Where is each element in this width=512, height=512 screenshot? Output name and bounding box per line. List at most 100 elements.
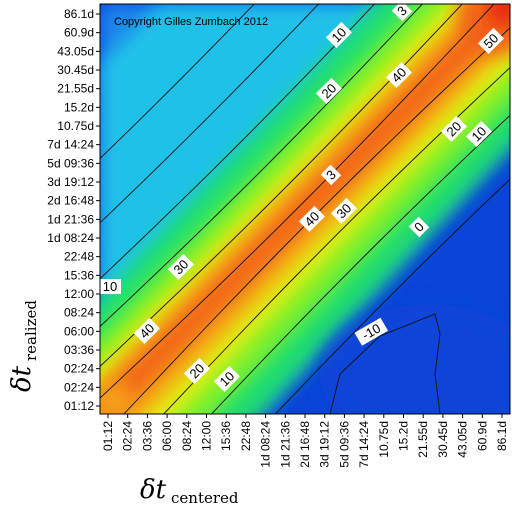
y-tick-label: 21.55d	[57, 82, 94, 96]
x-tick-label: 86.1d	[495, 421, 509, 451]
x-tick-label: 1d 21:36	[278, 421, 292, 468]
x-axis: 01:12 02:24 03:36 06:00 08:24 12:00 15:36 22:48…	[101, 414, 509, 468]
contour-line	[274, 178, 510, 414]
contour-label-bg	[99, 279, 121, 294]
y-tick-label: 5d 09:36	[47, 156, 94, 170]
contour-label: 20	[440, 115, 468, 143]
y-tick-label: 03:36	[64, 343, 94, 357]
x-tick-label: 1d 08:24	[259, 421, 273, 468]
y-tick-label: 08:24	[64, 306, 94, 320]
x-tick-label: 2d 16:48	[298, 421, 312, 468]
contour-line	[100, 4, 255, 160]
x-tick-label: 03:36	[140, 421, 154, 451]
contour-label-bg	[320, 164, 342, 186]
contour-label-bg	[325, 21, 353, 49]
y-tick-label: 02:24	[64, 362, 94, 376]
y-axis-title: δt realized	[7, 300, 40, 392]
contour-line	[100, 4, 495, 399]
y-tick-label: 86.1d	[64, 7, 94, 21]
x-tick-label: 30.45d	[436, 421, 450, 458]
x-tick-label: 43.05d	[456, 421, 470, 458]
x-tick-label: 01:12	[101, 421, 115, 451]
contour-label: 20	[183, 357, 211, 385]
contour-label-bg	[440, 115, 468, 143]
y-tick-label: 2d 16:48	[47, 194, 94, 208]
contour-label-bg	[477, 27, 505, 55]
contour-label: 10	[213, 365, 241, 393]
contour-line	[100, 4, 320, 224]
x-tick-label: 22:48	[239, 421, 253, 451]
contour-label: 10	[325, 21, 353, 49]
contour-label: 3	[320, 164, 342, 186]
y-tick-label: 15:36	[64, 268, 94, 282]
y-tick-label: 06:00	[64, 324, 94, 338]
contour-label-bg	[183, 357, 211, 385]
contour-label: 20	[315, 77, 343, 105]
x-axis-title-symbol: δt	[140, 475, 167, 505]
y-tick-label: 15.2d	[64, 100, 94, 114]
x-tick-label: 21.55d	[416, 421, 430, 458]
contour-label-bg	[408, 216, 430, 238]
contour-line	[329, 313, 441, 414]
contour-label: 30	[167, 253, 195, 281]
contour-label-bg	[133, 317, 161, 345]
copyright-notice: Copyright Gilles Zumbach 2012	[114, 16, 268, 28]
y-tick-label: 30.45d	[57, 63, 94, 77]
y-tick-label: 22:48	[64, 250, 94, 264]
x-tick-label: 06:00	[160, 421, 174, 451]
contour-line	[100, 4, 376, 280]
y-tick-label: 02:24	[64, 380, 94, 394]
hot-spot-corner	[488, 4, 510, 24]
contour-label: 50	[477, 27, 505, 55]
y-tick-label: 7d 14:24	[47, 138, 94, 152]
y-tick-label: 12:00	[64, 287, 94, 301]
contour-label: 10	[465, 120, 493, 148]
contour-label: 40	[298, 205, 326, 233]
x-tick-label: 10.75d	[377, 421, 391, 458]
y-tick-label: 10.75d	[57, 119, 94, 133]
x-tick-label: 12:00	[200, 421, 214, 451]
x-tick-label: 15:36	[219, 421, 233, 451]
y-axis-title-subscript: realized	[22, 300, 40, 361]
y-tick-label: 60.9d	[64, 26, 94, 40]
x-tick-label: 3d 19:12	[318, 421, 332, 468]
x-tick-label: 08:24	[180, 421, 194, 451]
x-tick-label: 60.9d	[475, 421, 489, 451]
x-tick-label: 5d 09:36	[337, 421, 351, 468]
y-tick-label: 1d 21:36	[47, 212, 94, 226]
y-axis: 01:12 02:24 02:24 03:36 06:00 08:24 12:00 15:36…	[47, 7, 100, 413]
x-tick-label: 02:24	[121, 421, 135, 451]
contour-label-bg	[315, 77, 343, 105]
contour-label-bg	[213, 365, 241, 393]
contour-label: 3	[391, 0, 413, 22]
contour-label-bg	[465, 120, 493, 148]
contour-label: 40	[133, 317, 161, 345]
contour-label-bg	[391, 0, 413, 22]
contour-label-text: 10	[103, 279, 117, 294]
x-tick-label: 7d 14:24	[357, 421, 371, 468]
contour-label-bg	[330, 197, 358, 225]
y-axis-title-symbol: δt	[7, 365, 37, 392]
x-axis-title: δt centered	[140, 475, 239, 507]
contour-label: 0	[408, 216, 430, 238]
heatmap-surface	[100, 4, 510, 414]
contour-label-bg	[167, 253, 195, 281]
contour-label-bg	[298, 205, 326, 233]
x-tick-label: 15.2d	[397, 421, 411, 451]
hot-spot-bottom-left	[100, 382, 132, 414]
contour-line	[210, 114, 510, 414]
contour-line	[100, 4, 424, 328]
x-axis-title-subscript: centered	[171, 489, 239, 507]
contour-label-bg	[385, 61, 413, 89]
y-tick-label: 43.05d	[57, 44, 94, 58]
y-tick-label: 1d 08:24	[47, 231, 94, 245]
heat-band	[100, 4, 510, 414]
contour-label: 40	[385, 61, 413, 89]
contour-label-bg	[354, 317, 388, 346]
contour-label: 10	[99, 279, 121, 294]
y-tick-label: 3d 19:12	[47, 175, 94, 189]
y-tick-label: 01:12	[64, 399, 94, 413]
